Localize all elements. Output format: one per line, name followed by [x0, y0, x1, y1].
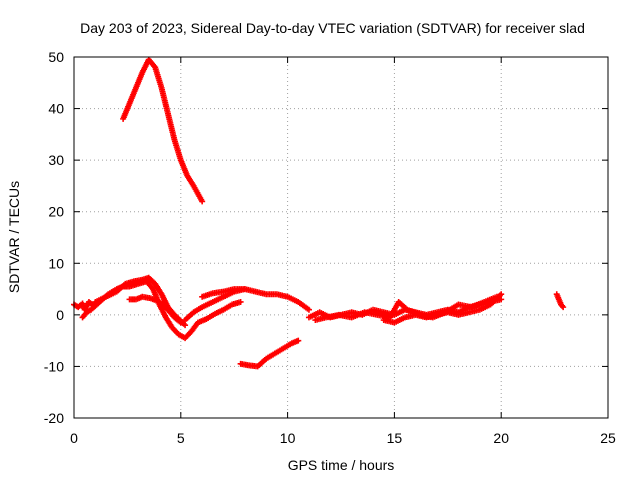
x-tick-label: 25 [600, 430, 616, 446]
y-tick-label: -10 [44, 358, 64, 374]
x-tick-label: 5 [177, 430, 185, 446]
series-arc-12 [553, 291, 567, 311]
series-arc-7 [199, 286, 312, 313]
data-point [498, 291, 505, 298]
data-point [182, 322, 189, 329]
x-axis-label: GPS time / hours [287, 457, 395, 473]
series-arc-8 [237, 337, 302, 370]
x-tick-label: 15 [387, 430, 403, 446]
grid-layer [74, 57, 608, 418]
y-axis-label: SDTVAR / TECUs [6, 180, 22, 294]
y-tick-label: 40 [48, 101, 64, 117]
y-tick-label: 30 [48, 152, 64, 168]
y-tick-label: 10 [48, 255, 64, 271]
y-tick-label: -20 [44, 410, 64, 426]
data-point [177, 319, 184, 326]
y-tick-label: 50 [48, 49, 64, 65]
data-point [560, 304, 567, 311]
y-tick-label: 20 [48, 204, 64, 220]
data-point [199, 198, 206, 205]
data-point [237, 298, 244, 305]
series-arc-6 [120, 56, 206, 205]
data-layer [71, 56, 567, 370]
data-point [305, 306, 312, 313]
series-arc-5 [182, 286, 248, 324]
plot-frame [73, 56, 609, 419]
tick-layer: 0 5 10 15 20 25 -20 -10 0 10 20 30 40 50 [44, 49, 616, 446]
x-tick-label: 20 [493, 430, 509, 446]
y-tick-label: 0 [56, 307, 64, 323]
data-point [295, 337, 302, 344]
chart-title: Day 203 of 2023, Sidereal Day-to-day VTE… [80, 20, 585, 36]
series-arc-4 [126, 293, 184, 326]
x-tick-label: 0 [70, 430, 78, 446]
series-arc-11 [380, 291, 505, 326]
x-tick-label: 10 [280, 430, 296, 446]
series-arc-2 [79, 278, 244, 342]
